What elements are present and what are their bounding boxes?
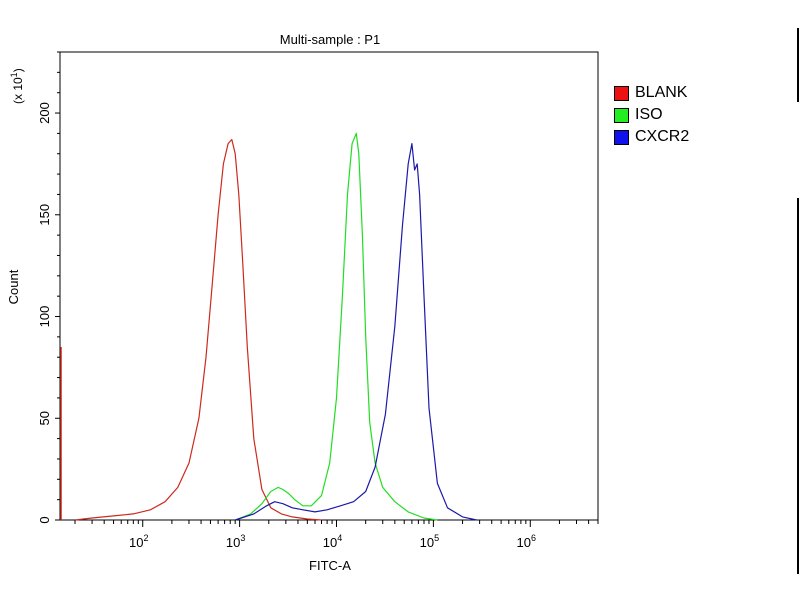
y-tick-label-200: 200 xyxy=(37,102,52,124)
legend-swatch-iso xyxy=(614,107,629,123)
y-tick-label-0: 0 xyxy=(37,516,52,523)
legend-label-cxcr2: CXCR2 xyxy=(635,128,690,145)
plot-frame xyxy=(59,51,599,521)
legend: BLANK ISO CXCR2 xyxy=(614,82,689,148)
chart-title: Multi-sample : P1 xyxy=(280,32,380,47)
legend-item-cxcr2: CXCR2 xyxy=(614,126,689,148)
axes-layer: 0 50 100 150 200 102 103 104 105 106 xyxy=(37,51,599,550)
x-tick-label-1e6: 106 xyxy=(517,533,536,550)
y-tick-label-100: 100 xyxy=(37,306,52,328)
y-tick-label-50: 50 xyxy=(37,411,52,425)
right-edge-divider-top xyxy=(797,28,799,102)
x-tick-label-1e5: 105 xyxy=(420,533,439,550)
series-layer xyxy=(60,132,477,521)
y-axis-label: Count xyxy=(6,269,21,304)
legend-label-blank: BLANK xyxy=(635,84,688,101)
legend-item-blank: BLANK xyxy=(614,82,689,104)
legend-item-iso: ISO xyxy=(614,104,689,126)
x-tick-label-1e2: 102 xyxy=(129,533,148,550)
legend-swatch-cxcr2 xyxy=(614,129,629,145)
y-multiplier-label: (x 101) xyxy=(9,68,25,104)
legend-label-iso: ISO xyxy=(635,106,663,123)
series-line-cxcr2 xyxy=(235,143,477,521)
legend-swatch-blank xyxy=(614,85,629,101)
y-tick-label-150: 150 xyxy=(37,204,52,226)
series-line-iso xyxy=(234,132,438,521)
x-tick-label-1e3: 103 xyxy=(226,533,245,550)
series-line-blank xyxy=(74,138,322,521)
x-axis-label: FITC-A xyxy=(309,558,351,573)
right-edge-divider-bottom xyxy=(797,198,799,574)
x-tick-label-1e4: 104 xyxy=(323,533,342,550)
